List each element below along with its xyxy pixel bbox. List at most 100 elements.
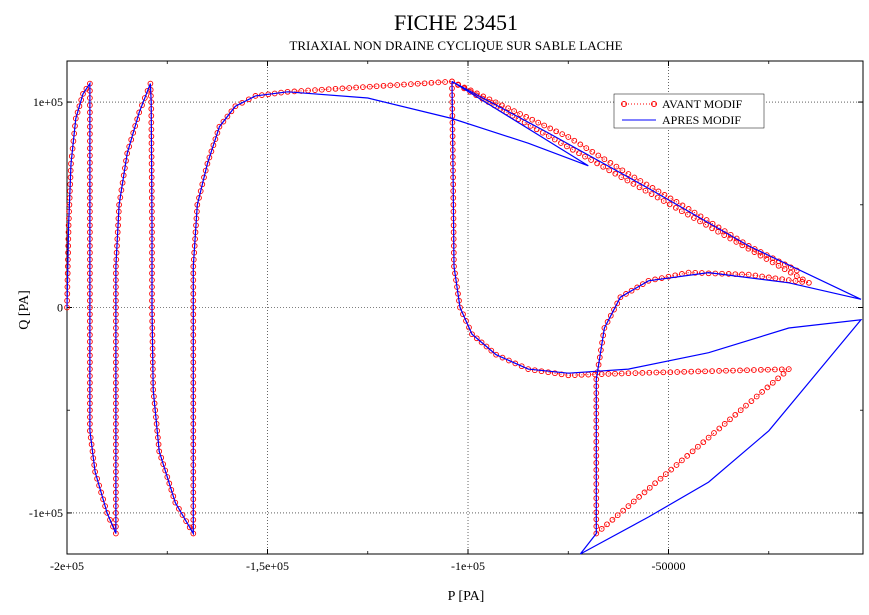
data-point [483,343,490,350]
data-point [134,116,141,123]
data-point [291,88,298,95]
data-point [604,521,610,528]
data-point [681,368,688,375]
data-point [739,239,746,246]
data-point [216,123,223,130]
data-point [732,411,739,418]
data-point [466,324,472,331]
data-point [220,118,227,125]
data-point [339,85,346,92]
data-point [625,503,632,509]
data-point [499,354,506,361]
data-point [353,84,359,91]
data-point [715,228,721,235]
data-point [703,221,709,228]
data-point [618,174,625,180]
series-layer [64,78,863,555]
data-point [96,482,102,489]
data-point [488,347,495,354]
data-point [711,430,717,436]
data-point [107,516,113,523]
data-point [605,371,612,377]
data-point [606,167,613,174]
data-point [751,249,758,255]
data-point [589,148,596,155]
data-point [78,97,85,103]
data-point [723,367,729,374]
data-point [737,407,744,414]
data-point [558,371,565,378]
data-point [512,360,519,367]
data-point [614,300,621,307]
data-point [775,375,781,382]
data-point [228,108,235,115]
data-point [559,131,566,137]
data-point [168,486,175,493]
data-point [408,81,414,87]
data-point [158,454,165,461]
data-point [772,275,779,282]
data-point [186,524,193,531]
data-point [373,83,380,90]
data-point [653,369,660,376]
data-point [618,370,625,377]
data-point [668,466,675,473]
data-point [401,81,407,88]
data-point [598,526,605,532]
data-point [654,194,661,201]
data-point [665,273,672,280]
data-point [360,84,366,90]
chart-title: FICHE 23451 [394,10,518,35]
data-point [620,507,626,514]
data-point [751,246,758,252]
data-point [176,505,182,512]
data-point [132,123,139,129]
data-point [744,367,750,374]
data-point [366,83,373,90]
data-point [346,85,353,91]
data-point [667,369,674,376]
data-point [641,489,648,496]
series-line [66,80,863,555]
data-point [612,370,618,377]
data-point [743,402,749,409]
data-point [691,215,697,221]
data-point [387,82,394,89]
data-point [751,367,757,373]
data-point [601,156,608,163]
data-point [545,369,552,376]
data-point [657,475,664,482]
x-tick-label: -50000 [652,559,686,573]
data-point [648,191,655,197]
data-point [611,306,617,313]
data-point [144,87,151,94]
legend-marker-avant-end [651,101,657,107]
data-point [619,167,626,174]
data-point [325,86,332,93]
data-point [583,145,590,151]
data-point [727,235,734,242]
data-point [730,367,736,374]
data-point [727,416,733,423]
data-point [792,278,799,284]
data-point [625,171,632,177]
data-point [547,125,554,132]
y-tick-label: 1e+05 [33,95,63,109]
data-point [506,357,512,364]
data-point [614,512,621,519]
data-point [130,130,137,136]
data-point [737,367,743,374]
data-point [709,225,715,232]
grid [66,61,863,554]
data-point [478,339,485,346]
data-point [709,368,715,374]
y-tick-label: 0 [57,301,63,315]
data-point [764,384,771,391]
data-point [753,393,760,400]
legend-label-avant: AVANT MODIF [662,97,743,111]
data-point [721,232,728,238]
data-point [702,368,708,375]
data-point [239,99,245,106]
series-avant-modif [64,78,812,537]
